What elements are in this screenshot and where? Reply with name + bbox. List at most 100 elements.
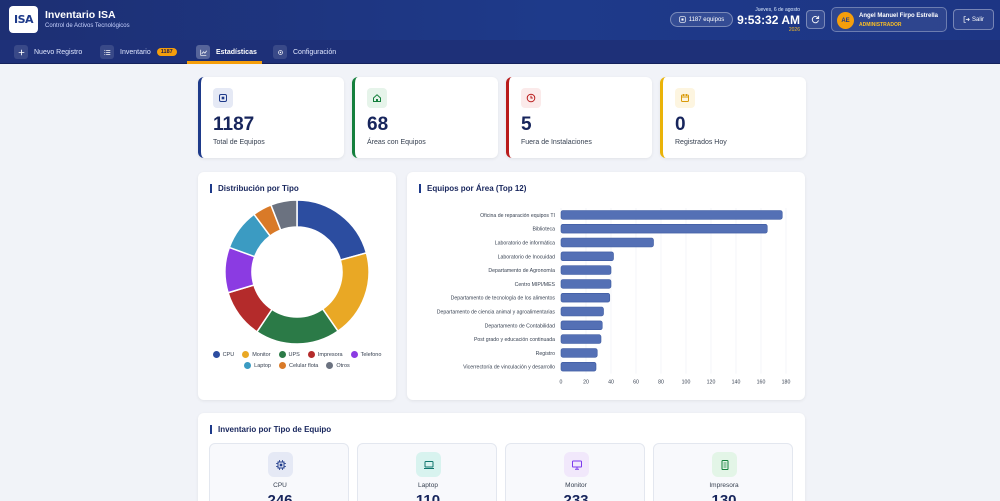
tab-new-record[interactable]: Nuevo Registro [14, 40, 82, 64]
bar-category-label: Departamento de ciencia animal y agroali… [437, 310, 556, 316]
x-tick-label: 80 [658, 380, 664, 386]
bar[interactable] [560, 251, 614, 262]
avatar: AE [837, 12, 854, 29]
type-card-monitor[interactable]: Monitor 233 [505, 443, 645, 501]
type-card-laptop[interactable]: Laptop 110 [357, 443, 497, 501]
donut-title: Distribución por Tipo [210, 184, 299, 193]
donut-slice-cpu[interactable] [296, 199, 368, 261]
bar[interactable] [560, 348, 598, 358]
x-tick-label: 140 [732, 380, 741, 386]
x-tick-label: 120 [707, 380, 716, 386]
type-value: 246 [267, 492, 293, 501]
bar-category-label: Post grado y educación continuada [474, 337, 555, 343]
clock-icon [521, 88, 541, 108]
bar-category-label: Biblioteca [533, 227, 556, 233]
logout-icon [963, 16, 970, 23]
equipment-count-pill: 1187 equipos [670, 12, 733, 27]
bar-category-label: Oficina de reparación equipos TI [480, 213, 555, 219]
bar-category-label: Departamento de Agronomía [488, 268, 555, 274]
legend-item: CPU [212, 351, 234, 358]
type-card-printer[interactable]: Impresora 130 [653, 443, 793, 501]
x-tick-label: 0 [560, 380, 563, 386]
legend-item: Otros [326, 362, 350, 369]
bars-panel: Equipos por Área (Top 12) 0 20 40 60 80 100 12… [407, 172, 805, 400]
logout-button[interactable]: Salir [953, 9, 994, 30]
printer-icon [712, 452, 737, 477]
legend-item: UPS [278, 351, 300, 358]
chart-icon [196, 45, 210, 59]
types-title: Inventario por Tipo de Equipo [210, 425, 331, 434]
current-date: Jueves, 6 de agosto [755, 7, 800, 13]
bar-category-label: Vicerrectoría de vinculación y desarroll… [463, 365, 555, 371]
bar-category-label: Departamento de Contabilidad [485, 323, 555, 329]
type-value: 130 [711, 492, 737, 501]
bar[interactable] [560, 362, 597, 372]
calendar-icon [675, 88, 695, 108]
user-name: Angel Manuel Firpo Estrella [859, 13, 939, 19]
stat-label: Fuera de Instalaciones [521, 139, 592, 146]
top-header: ISA Inventario ISA Control de Activos Te… [0, 0, 1000, 40]
type-value: 110 [415, 492, 441, 501]
bar-category-label: Laboratorio de informática [495, 241, 555, 247]
donut-chart [224, 199, 370, 345]
current-time: 9:53:32 AM [737, 13, 800, 27]
stat-card-today: 0 Registrados Hoy [660, 77, 806, 158]
app-title: Inventario ISA [45, 9, 116, 21]
bar[interactable] [560, 306, 604, 317]
bar[interactable] [560, 334, 602, 344]
stat-value: 0 [675, 114, 686, 135]
stat-card-total: 1187 Total de Equipos [198, 77, 344, 158]
app-logo: ISA [9, 6, 38, 33]
donut-slice-otros[interactable] [269, 199, 298, 232]
donut-legend: CPU Monitor UPS Impresora Telefono Lapto… [202, 351, 392, 369]
bar[interactable] [560, 293, 611, 303]
bar-chart: 0 20 40 60 80 100 120 140 160 180 Oficina de repar… [437, 208, 791, 386]
app-subtitle: Control de Activos Tecnológicos [45, 23, 130, 29]
tab-settings[interactable]: Configuración [273, 40, 336, 64]
x-tick-label: 180 [782, 380, 791, 386]
type-value: 233 [563, 492, 589, 501]
refresh-button[interactable] [806, 10, 825, 29]
refresh-icon [811, 15, 820, 24]
type-label: CPU [273, 482, 287, 489]
x-tick-label: 160 [757, 380, 766, 386]
bar[interactable] [560, 265, 612, 275]
user-profile[interactable]: AE Angel Manuel Firpo Estrella ADMINISTR… [831, 7, 947, 32]
legend-item: Celular flota [279, 362, 318, 369]
x-tick-label: 60 [633, 380, 639, 386]
stat-card-offsite: 5 Fuera de Instalaciones [506, 77, 652, 158]
inventory-count-badge: 1187 [156, 48, 177, 56]
bar[interactable] [560, 237, 654, 248]
bar-category-label: Laboratorio de Inocuidad [498, 254, 556, 260]
stat-label: Total de Equipos [213, 139, 265, 146]
legend-item: Impresora [307, 351, 343, 358]
bar[interactable] [560, 210, 783, 220]
bar[interactable] [560, 279, 612, 289]
legend-item: Monitor [242, 351, 271, 358]
x-tick-label: 100 [682, 380, 691, 386]
user-role: ADMINISTRADOR [859, 22, 902, 28]
donut-panel: Distribución por Tipo CPU Monitor UPS Im… [198, 172, 396, 400]
stat-value: 5 [521, 114, 532, 135]
x-tick-label: 20 [583, 380, 589, 386]
device-icon [213, 88, 233, 108]
bar[interactable] [560, 320, 603, 331]
device-icon [679, 16, 686, 23]
type-label: Impresora [709, 482, 739, 489]
list-icon [100, 45, 114, 59]
bar[interactable] [560, 223, 768, 234]
type-card-cpu[interactable]: CPU 246 [209, 443, 349, 501]
stat-value: 1187 [213, 114, 255, 135]
gear-icon [273, 45, 287, 59]
legend-item: Telefono [350, 351, 381, 358]
home-icon [367, 88, 387, 108]
type-label: Monitor [565, 482, 587, 489]
tab-statistics[interactable]: Estadísticas [196, 40, 257, 64]
x-tick-label: 40 [608, 380, 614, 386]
type-label: Laptop [418, 482, 438, 489]
monitor-icon [564, 452, 589, 477]
cpu-icon [268, 452, 293, 477]
bar-category-label: Centro MIPI/MES [515, 282, 556, 288]
bars-title: Equipos por Área (Top 12) [419, 184, 526, 193]
tab-inventory[interactable]: Inventario 1187 [100, 40, 177, 64]
